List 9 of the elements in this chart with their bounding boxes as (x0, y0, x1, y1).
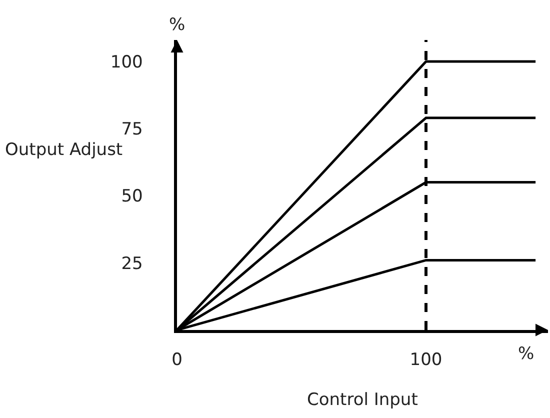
y-axis-title: Output Adjust (5, 140, 123, 160)
y-tick-label: 25 (121, 254, 143, 274)
y-tick-label: 75 (121, 120, 143, 140)
text: % (518, 344, 534, 364)
y-tick-label: 100 (110, 52, 143, 72)
x-axis-title: Control Input (307, 390, 418, 410)
x-tick-label: 0 (172, 350, 182, 370)
y-tick-label: 50 (121, 186, 143, 207)
text: % (169, 15, 186, 35)
